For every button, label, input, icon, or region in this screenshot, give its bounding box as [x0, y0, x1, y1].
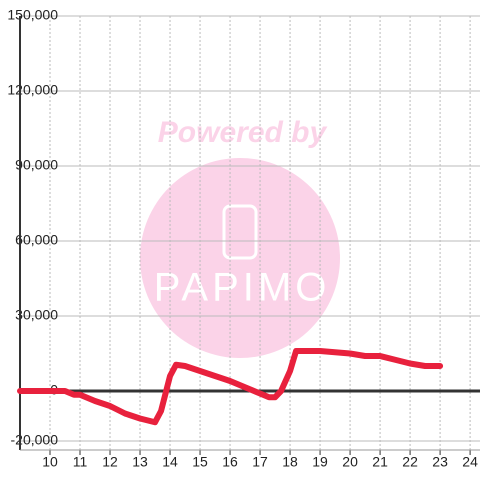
x-tick-label: 16 [222, 454, 238, 470]
y-tick-label: 30,000 [15, 307, 58, 323]
y-tick-label: 150,000 [7, 7, 58, 23]
y-tick-label: 120,000 [7, 82, 58, 98]
x-tick-label: 18 [282, 454, 298, 470]
x-tick-label: 23 [432, 454, 448, 470]
x-tick-label: 20 [342, 454, 358, 470]
x-tick-label: 13 [132, 454, 148, 470]
watermark-logo: PAPIMO [154, 266, 331, 310]
x-tick-label: 12 [102, 454, 118, 470]
watermark-icon [222, 204, 258, 260]
x-tick-label: 22 [402, 454, 418, 470]
x-tick-label: 24 [462, 454, 478, 470]
x-tick-label: 10 [42, 454, 58, 470]
line-series [17, 348, 444, 426]
y-tick-label: 60,000 [15, 232, 58, 248]
y-tick-label: -20,000 [11, 432, 59, 448]
x-tick-label: 21 [372, 454, 388, 470]
y-tick-label: 90,000 [15, 157, 58, 173]
watermark-title: Powered by [158, 116, 328, 149]
x-tick-label: 19 [312, 454, 328, 470]
x-tick-label: 11 [73, 454, 88, 470]
x-tick-label: 17 [252, 454, 268, 470]
x-tick-label: 15 [192, 454, 208, 470]
x-tick-label: 14 [162, 454, 178, 470]
